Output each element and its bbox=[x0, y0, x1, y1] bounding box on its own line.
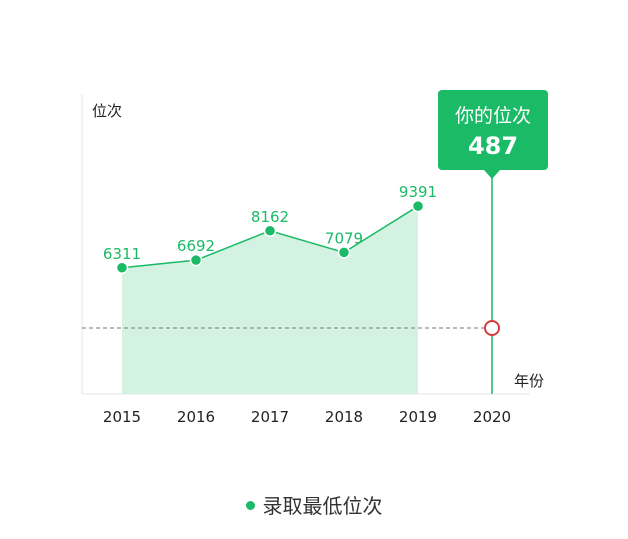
marker-callout-box bbox=[438, 90, 548, 170]
legend-dot-icon bbox=[245, 501, 255, 510]
data-label-2017: 8162 bbox=[251, 208, 289, 226]
x-tick-label-2016: 2016 bbox=[177, 408, 215, 426]
data-point-2016 bbox=[189, 253, 203, 267]
marker-callout-value: 487 bbox=[468, 132, 518, 160]
marker-callout-title: 你的位次 bbox=[455, 105, 531, 127]
data-point-2017 bbox=[263, 224, 277, 238]
y-axis-title: 位次 bbox=[92, 102, 122, 120]
data-label-2019: 9391 bbox=[399, 183, 437, 201]
x-tick-label-2018: 2018 bbox=[325, 408, 363, 426]
marker-point bbox=[484, 320, 500, 336]
data-point-2019 bbox=[411, 199, 425, 213]
data-label-2016: 6692 bbox=[177, 237, 215, 255]
x-tick-label-2017: 2017 bbox=[251, 408, 289, 426]
x-tick-label-2020: 2020 bbox=[473, 408, 511, 426]
x-tick-label-2015: 2015 bbox=[103, 408, 141, 426]
marker-callout-pointer bbox=[484, 170, 500, 179]
legend-label: 录取最低位次 bbox=[262, 494, 383, 518]
legend[interactable]: 录取最低位次 bbox=[0, 490, 628, 519]
x-axis-title: 年份 bbox=[514, 372, 544, 390]
data-label-2018: 7079 bbox=[325, 229, 363, 247]
data-point-2015 bbox=[115, 261, 129, 275]
x-tick-label-2019: 2019 bbox=[399, 408, 437, 426]
data-label-2015: 6311 bbox=[103, 245, 141, 263]
data-point-2018 bbox=[337, 246, 351, 259]
